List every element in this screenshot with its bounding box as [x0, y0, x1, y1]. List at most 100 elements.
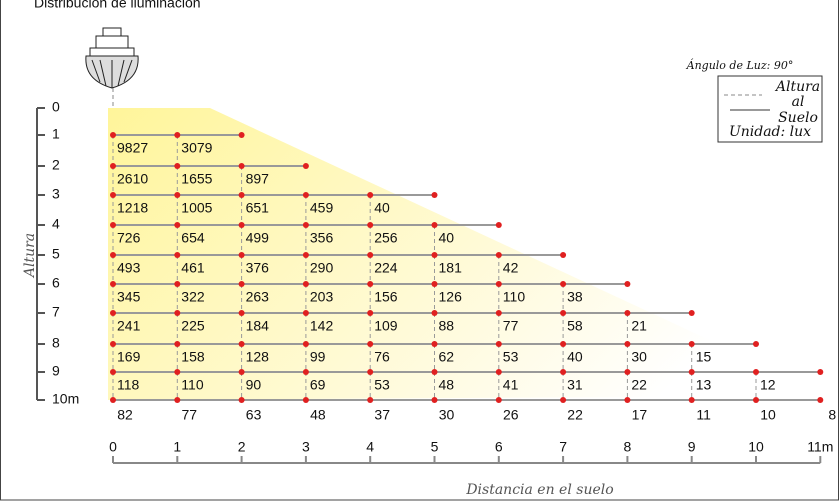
x-label: 3	[302, 439, 310, 455]
grid-point	[302, 369, 309, 375]
grid-point	[174, 132, 181, 138]
grid-point	[174, 281, 181, 287]
lux-value: 118	[117, 377, 140, 393]
grid-point	[624, 369, 631, 375]
grid-point	[302, 192, 309, 198]
x-label: 2	[238, 439, 246, 455]
lux-value: 38	[567, 289, 583, 305]
grid-point	[110, 369, 116, 375]
grid-point	[688, 310, 695, 316]
lux-value: 256	[374, 230, 398, 246]
lux-value: 158	[181, 349, 205, 365]
y-label: 1	[52, 126, 60, 142]
grid-point	[238, 132, 245, 138]
lux-value: 110	[181, 377, 204, 393]
lux-value: 37	[374, 407, 390, 423]
lux-value: 128	[246, 349, 270, 365]
grid-point	[688, 341, 695, 347]
lux-value: 15	[696, 349, 712, 365]
lux-value: 62	[439, 349, 455, 365]
lux-value: 654	[181, 230, 205, 246]
grid-point	[560, 397, 567, 403]
grid-point	[367, 369, 374, 375]
lux-value: 22	[631, 377, 647, 393]
grid-point	[624, 397, 631, 403]
x-label: 1	[173, 439, 181, 455]
grid-point	[238, 397, 245, 403]
y-label: 10m	[52, 391, 79, 407]
y-label: 4	[52, 216, 60, 232]
lux-value: 203	[310, 289, 334, 305]
lux-value: 41	[503, 377, 519, 393]
grid-point	[110, 132, 116, 138]
grid-point	[431, 397, 438, 403]
grid-point	[367, 192, 374, 198]
grid-point	[431, 369, 438, 375]
lux-value: 224	[374, 260, 398, 276]
grid-point	[302, 281, 309, 287]
grid-point	[495, 310, 502, 316]
grid-point	[174, 341, 181, 347]
lux-value: 26	[503, 407, 519, 423]
lux-value: 181	[439, 260, 463, 276]
lux-value: 31	[567, 377, 583, 393]
lux-value: 63	[246, 407, 262, 423]
lux-value: 77	[503, 318, 519, 334]
lux-value: 40	[567, 349, 583, 365]
lux-value: 90	[246, 377, 262, 393]
lux-value: 499	[246, 230, 270, 246]
grid-point	[688, 369, 695, 375]
grid-point	[431, 341, 438, 347]
grid-point	[238, 222, 245, 228]
y-label: 8	[52, 335, 60, 351]
lux-value: 77	[182, 407, 198, 423]
grid-point	[110, 341, 116, 347]
x-label: 7	[559, 439, 567, 455]
lux-value: 1655	[181, 171, 212, 187]
grid-point	[238, 341, 245, 347]
lux-value: 225	[181, 318, 205, 334]
y-label: 7	[52, 304, 60, 320]
grid-point	[753, 341, 759, 347]
lux-value: 322	[181, 289, 205, 305]
grid-point	[174, 192, 181, 198]
lux-value: 1005	[181, 200, 212, 216]
grid-point	[431, 192, 438, 198]
x-label: 4	[366, 439, 374, 455]
lux-value: 109	[374, 318, 398, 334]
lux-value: 30	[439, 407, 455, 423]
lux-value: 651	[246, 200, 270, 216]
lux-value: 126	[439, 289, 463, 305]
grid-point	[110, 252, 116, 258]
grid-point	[302, 341, 309, 347]
grid-point	[238, 281, 245, 287]
grid-point	[302, 310, 309, 316]
grid-point	[560, 369, 567, 375]
lux-value: 13	[696, 377, 712, 393]
grid-point	[560, 310, 567, 316]
lux-value: 1218	[117, 200, 148, 216]
grid-point	[302, 252, 309, 258]
lux-value: 40	[439, 230, 455, 246]
lux-value: 356	[310, 230, 334, 246]
grid-point	[174, 369, 181, 375]
lux-value: 263	[246, 289, 270, 305]
y-label: 6	[52, 275, 60, 291]
x-label: 10	[748, 439, 764, 455]
grid-point	[174, 163, 181, 169]
grid-point	[817, 369, 824, 375]
legend-text: al	[792, 94, 805, 110]
lux-value: 69	[310, 377, 326, 393]
legend: Ángulo de Luz: 90° Altura al Suelo Unida…	[686, 58, 823, 143]
x-label: 9	[688, 439, 696, 455]
legend-text: Altura	[774, 79, 820, 95]
grid-point	[367, 252, 374, 258]
lux-value: 345	[117, 289, 141, 305]
lux-value: 110	[503, 289, 526, 305]
grid-point	[110, 397, 116, 403]
lux-value: 53	[503, 349, 519, 365]
grid-point	[688, 397, 695, 403]
grid-point	[174, 252, 181, 258]
